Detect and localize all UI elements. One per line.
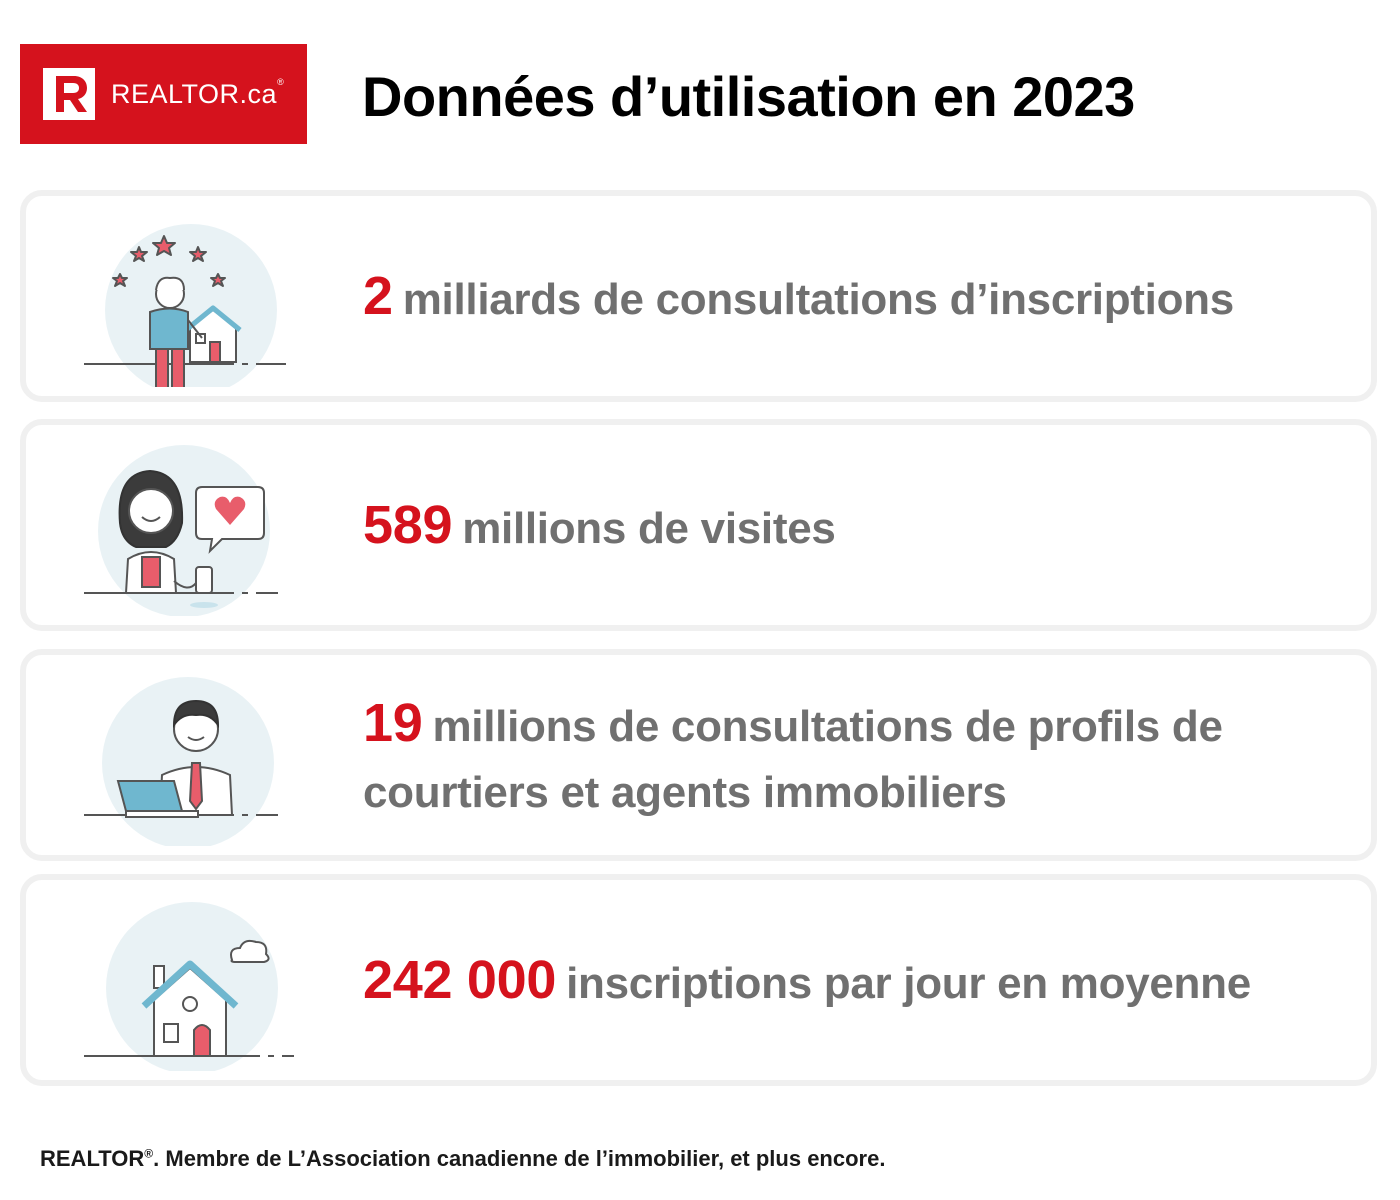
realtor-logo: REALTOR.ca® <box>20 44 307 144</box>
stat-description: inscriptions par jour en moyenne <box>566 958 1251 1008</box>
realtor-r-mark-icon <box>43 68 95 120</box>
stat-number: 19 <box>363 693 423 754</box>
stat-number: 2 <box>363 265 393 326</box>
woman-with-heart-message-icon <box>78 441 298 617</box>
stat-card-daily-listings: 242 000 inscriptions par jour en moyenne <box>20 874 1377 1086</box>
stat-number: 589 <box>363 494 453 555</box>
stat-listing-views: 2 milliards de consultations d’inscriptio… <box>363 196 1351 396</box>
stat-card-visits: 589 millions de visites <box>20 419 1377 631</box>
stat-profile-views: 19 millions de consultations de profils d… <box>363 655 1351 855</box>
page-title: Données d’utilisation en 2023 <box>362 65 1135 128</box>
stat-card-profile-views: 19 millions de consultations de profils d… <box>20 649 1377 861</box>
stat-description: milliards de consultations d’inscription… <box>402 274 1234 324</box>
stat-description: millions de visites <box>462 503 836 553</box>
agent-with-house-and-stars-icon <box>78 212 298 396</box>
stat-card-listing-views: 2 milliards de consultations d’inscriptio… <box>20 190 1377 402</box>
house-with-cloud-icon <box>78 896 298 1074</box>
stat-daily-listings: 242 000 inscriptions par jour en moyenne <box>363 880 1351 1080</box>
stat-description: millions de consultations de profils de … <box>363 702 1223 818</box>
logo-wordmark: REALTOR.ca® <box>111 76 285 109</box>
footer-note: REALTOR®. Membre de L’Association canadi… <box>40 1146 886 1171</box>
stat-number: 242 000 <box>363 949 557 1010</box>
stat-visits: 589 millions de visites <box>363 425 1351 625</box>
man-with-laptop-icon <box>78 671 298 849</box>
